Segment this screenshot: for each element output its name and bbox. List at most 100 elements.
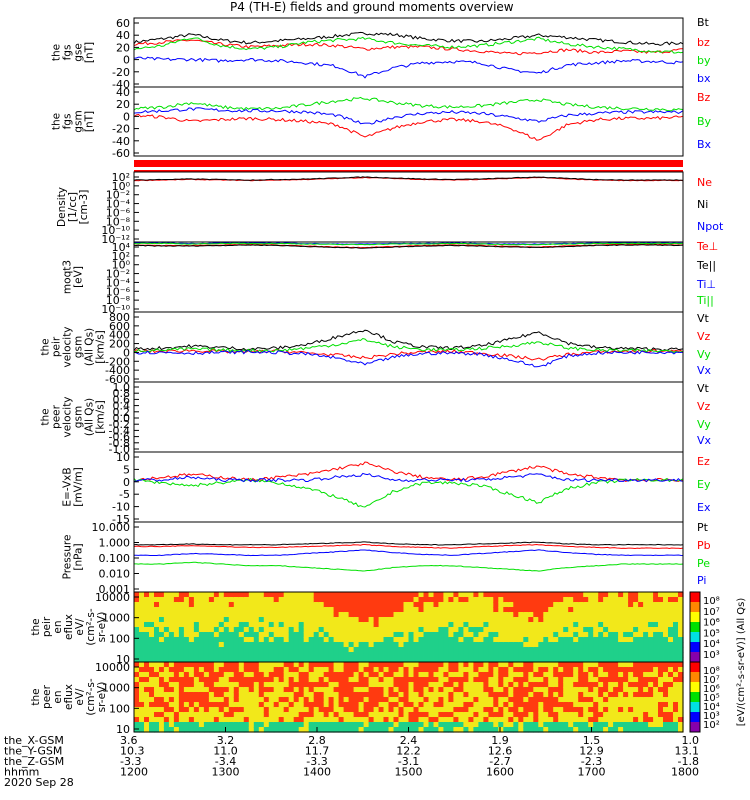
spectrogram-cell [159,707,165,713]
spectrogram-cell [213,637,220,643]
spectrogram-cell [433,592,440,598]
spectrogram-cell [473,607,479,613]
spectrogram-cell [443,687,449,693]
spectrogram-cell [448,692,454,698]
spectrogram-cell [638,677,644,683]
spectrogram-cell [603,692,609,698]
spectrogram-cell [433,717,440,723]
spectrogram-cell [568,677,574,683]
spectrogram-cell [403,617,410,623]
spectrogram-cell [203,632,210,638]
spectrogram-cell [144,707,150,713]
spectrogram-cell [603,662,609,668]
spectrogram-cell [368,702,375,708]
spectrogram-cell [508,687,514,693]
spectrogram-cell [144,617,150,623]
spectrogram-cell [498,662,504,668]
spectrogram-cell [333,717,340,723]
spectrogram-cell [468,682,474,688]
spectrogram-cell [173,702,180,708]
spectrogram-cell [543,652,549,658]
spectrogram-cell [498,672,504,678]
spectrogram-cell [503,597,509,603]
spectrogram-cell [243,637,250,643]
spectrogram-cell [193,622,200,628]
spectrogram-cell [668,652,674,658]
spectrogram-cell [243,622,250,628]
spectrogram-cell [363,662,370,668]
spectrogram-cell [433,712,440,718]
spectrogram-cell [149,682,155,688]
spectrogram-cell [253,662,260,668]
spectrogram-cell [618,607,624,613]
spectrogram-cell [458,677,464,683]
spectrogram-cell [413,662,420,668]
spectrogram-cell [313,697,320,703]
spectrogram-cell [154,622,160,628]
spectrogram-cell [538,642,544,648]
spectrogram-cell [483,607,489,613]
spectrogram-cell [363,612,370,618]
spectrogram-cell [183,642,190,648]
spectrogram-cell [263,692,270,698]
spectrogram-cell [198,722,205,728]
spectrogram-cell [168,722,175,728]
spectrogram-cell [144,702,150,708]
spectrogram-cell [523,677,529,683]
spectrogram-cell [218,597,225,603]
spectrogram-cell [573,687,579,693]
spectrogram-cell [493,627,499,633]
spectrogram-cell [643,607,649,613]
spectrogram-cell [288,707,295,713]
spectrogram-cell [213,712,220,718]
spectrogram-cell [678,607,684,613]
x-ephemeris-value: 1200 [120,766,148,779]
spectrogram-cell [313,607,320,613]
spectrogram-cell [578,637,584,643]
spectrogram-cell [383,682,390,688]
spectrogram-cell [343,662,350,668]
spectrogram-cell [328,622,335,628]
spectrogram-cell [248,682,255,688]
spectrogram-cell [278,592,285,598]
spectrogram-cell [613,592,619,598]
y-tick-label: 10.000 [92,521,131,534]
spectrogram-cell [498,642,504,648]
spectrogram-cell [258,662,265,668]
spectrogram-cell [598,612,604,618]
spectrogram-cell [473,692,479,698]
spectrogram-cell [658,717,664,723]
spectrogram-cell [188,592,195,598]
spectrogram-cell [438,697,444,703]
spectrogram-cell [583,707,589,713]
spectrogram-cell [358,727,365,733]
colorbar-segment [690,722,700,733]
spectrogram-cell [598,597,604,603]
spectrogram-cell [488,672,494,678]
spectrogram-cell [223,682,230,688]
spectrogram-cell [149,607,155,613]
spectrogram-cell [518,692,524,698]
x-ephemeris-value: -3.3 [120,755,141,768]
series-line-Ex [134,472,684,483]
spectrogram-cell [298,607,305,613]
spectrogram-cell [593,647,599,653]
spectrogram-cell [403,707,410,713]
spectrogram-cell [653,717,659,723]
spectrogram-cell [323,702,330,708]
spectrogram-cell [288,697,295,703]
spectrogram-cell [603,642,609,648]
spectrogram-cell [413,592,420,598]
spectrogram-cell [403,612,410,618]
spectrogram-cell [348,687,355,693]
spectrogram-cell [598,707,604,713]
spectrogram-cell [448,667,454,673]
spectrogram-cell [673,667,679,673]
spectrogram-cell [448,697,454,703]
spectrogram-cell [353,667,360,673]
spectrogram-cell [408,617,415,623]
spectrogram-cell [463,612,469,618]
spectrogram-cell [413,597,420,603]
spectrogram-cell [233,592,240,598]
spectrogram-cell [678,682,684,688]
